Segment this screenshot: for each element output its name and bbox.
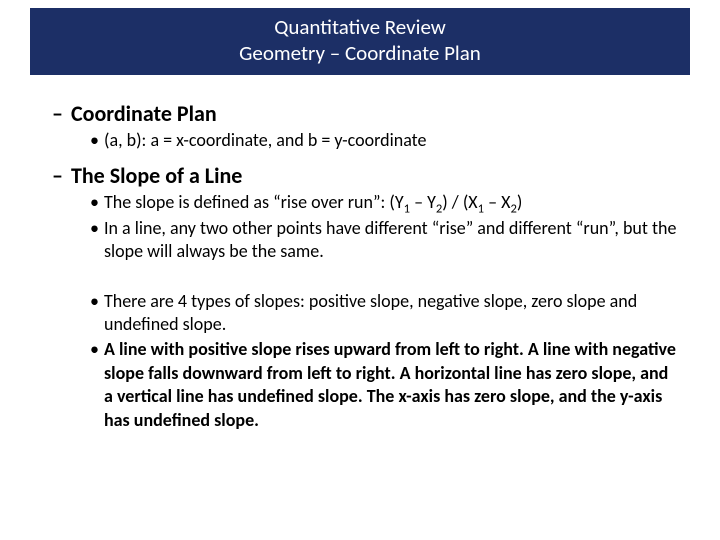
bullet-list: The slope is defined as “rise over run”:… [52, 191, 680, 263]
heading-text: Coordinate Plan [71, 100, 217, 127]
bullet-list: There are 4 types of slopes: positive sl… [52, 290, 680, 432]
bullet-text: (a, b): a = x-coordinate, and b = y-coor… [104, 129, 426, 151]
slide-body: –Coordinate Plan (a, b): a = x-coordinat… [52, 90, 680, 438]
bullet-text: There are 4 types of slopes: positive sl… [104, 290, 637, 335]
bullet-text: In a line, any two other points have dif… [104, 217, 676, 262]
spacer [52, 270, 680, 288]
title-bar: Quantitative Review Geometry – Coordinat… [30, 8, 690, 75]
title-line-2: Geometry – Coordinate Plan [40, 40, 680, 66]
bullet-text: The slope is defined as “rise over run”:… [104, 191, 522, 213]
bullet-text: A line with positive slope rises upward … [104, 338, 676, 430]
dash-icon: – [52, 162, 63, 189]
section-heading-coordinate-plan: –Coordinate Plan [52, 100, 680, 127]
list-item: (a, b): a = x-coordinate, and b = y-coor… [90, 129, 680, 152]
section-heading-slope: –The Slope of a Line [52, 162, 680, 189]
heading-text: The Slope of a Line [71, 162, 242, 189]
title-line-1: Quantitative Review [40, 14, 680, 40]
bullet-list: (a, b): a = x-coordinate, and b = y-coor… [52, 129, 680, 152]
list-item: In a line, any two other points have dif… [90, 217, 680, 264]
dash-icon: – [52, 100, 63, 127]
list-item: The slope is defined as “rise over run”:… [90, 191, 680, 214]
list-item: There are 4 types of slopes: positive sl… [90, 290, 680, 337]
list-item: A line with positive slope rises upward … [90, 338, 680, 432]
slide: Quantitative Review Geometry – Coordinat… [0, 0, 720, 540]
